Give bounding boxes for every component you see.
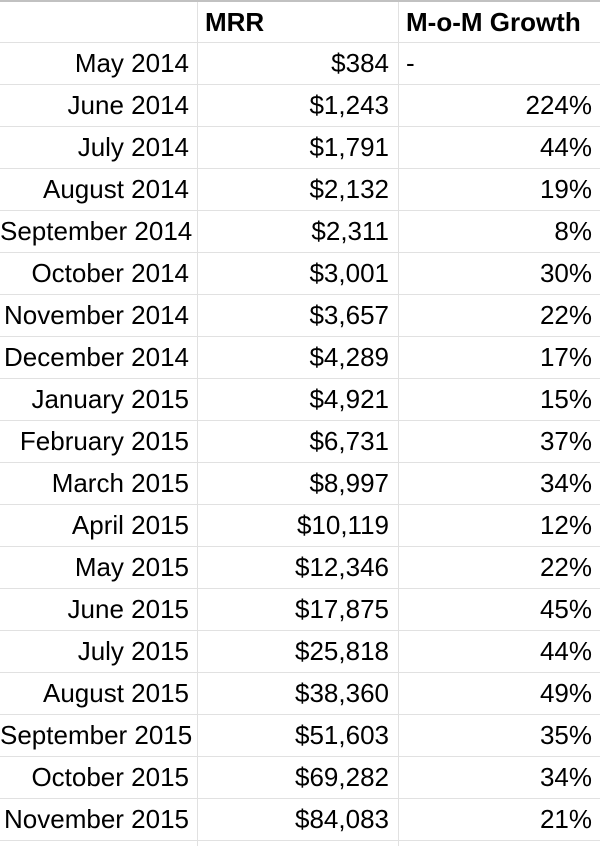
cell-month[interactable]: February 2015: [0, 421, 198, 462]
cell-month[interactable]: July 2014: [0, 127, 198, 168]
table-row: March 2015 $8,997 34%: [0, 463, 600, 505]
cell-growth[interactable]: 19%: [539, 174, 592, 204]
table-row: July 2014 $1,791 44%: [0, 127, 600, 169]
cell-mrr[interactable]: $84,083: [198, 799, 399, 840]
cell-month[interactable]: September 2014: [0, 211, 198, 252]
cell-growth[interactable]: 224%: [525, 90, 593, 120]
cell-growth[interactable]: 22%: [539, 300, 592, 330]
table-row: October 2015 $69,282 34%: [0, 757, 600, 799]
cell-growth[interactable]: 22%: [539, 552, 592, 582]
table-row: November 2015 $84,083 21%: [0, 799, 600, 841]
cell-mrr[interactable]: $3,657: [198, 295, 399, 336]
frozen-row-divider: [0, 0, 600, 2]
cell-month[interactable]: August 2014: [0, 169, 198, 210]
partial-row: [0, 841, 600, 846]
cell-month[interactable]: October 2014: [0, 253, 198, 294]
cell-month[interactable]: April 2015: [0, 505, 198, 546]
header-row: MRR M-o-M Growth: [0, 2, 600, 43]
table-row: May 2015 $12,346 22%: [0, 547, 600, 589]
cell-mrr[interactable]: $3,001: [198, 253, 399, 294]
table-row: August 2014 $2,132 19%: [0, 169, 600, 211]
cell-growth[interactable]: 44%: [539, 132, 592, 162]
column-header-growth[interactable]: M-o-M Growth: [406, 7, 581, 37]
cell-growth[interactable]: 44%: [539, 636, 592, 666]
cell-mrr[interactable]: $10,119: [198, 505, 399, 546]
cell-mrr[interactable]: $38,360: [198, 673, 399, 714]
cell-mrr[interactable]: $6,731: [198, 421, 399, 462]
cell-month[interactable]: January 2015: [0, 379, 198, 420]
cell-growth[interactable]: 35%: [539, 720, 592, 750]
table-row: August 2015 $38,360 49%: [0, 673, 600, 715]
table-row: January 2015 $4,921 15%: [0, 379, 600, 421]
cell-mrr[interactable]: $384: [198, 43, 399, 84]
cell-mrr[interactable]: $4,921: [198, 379, 399, 420]
cell-month[interactable]: December 2014: [0, 337, 198, 378]
cell-month[interactable]: March 2015: [0, 463, 198, 504]
cell-growth[interactable]: 12%: [539, 510, 592, 540]
cell-mrr[interactable]: $17,875: [198, 589, 399, 630]
table-row: September 2015 $51,603 35%: [0, 715, 600, 757]
table-row: September 2014 $2,311 8%: [0, 211, 600, 253]
table-row: December 2014 $4,289 17%: [0, 337, 600, 379]
cell-growth[interactable]: 49%: [539, 678, 592, 708]
cell-growth[interactable]: 30%: [539, 258, 592, 288]
cell-month[interactable]: June 2014: [0, 85, 198, 126]
cell-growth[interactable]: 15%: [539, 384, 592, 414]
table-row: July 2015 $25,818 44%: [0, 631, 600, 673]
cell-mrr[interactable]: $4,289: [198, 337, 399, 378]
column-header-month[interactable]: [0, 2, 198, 42]
cell-growth[interactable]: 37%: [539, 426, 592, 456]
cell-mrr[interactable]: $2,132: [198, 169, 399, 210]
cell-month[interactable]: September 2015: [0, 715, 198, 756]
cell-growth[interactable]: 21%: [539, 804, 592, 834]
cell-month[interactable]: July 2015: [0, 631, 198, 672]
cell-growth[interactable]: 8%: [554, 216, 592, 246]
cell-month[interactable]: August 2015: [0, 673, 198, 714]
cell-month[interactable]: November 2015: [0, 799, 198, 840]
cell-mrr[interactable]: $1,243: [198, 85, 399, 126]
cell-growth[interactable]: 34%: [539, 762, 592, 792]
cell-mrr[interactable]: $8,997: [198, 463, 399, 504]
cell-month[interactable]: June 2015: [0, 589, 198, 630]
cell-month[interactable]: October 2015: [0, 757, 198, 798]
cell-mrr[interactable]: $25,818: [198, 631, 399, 672]
table-row: October 2014 $3,001 30%: [0, 253, 600, 295]
table-body: May 2014 $384- June 2014 $1,243 224% July 201…: [0, 43, 600, 841]
cell-growth[interactable]: 34%: [539, 468, 592, 498]
cell-mrr[interactable]: $1,791: [198, 127, 399, 168]
cell-month[interactable]: May 2015: [0, 547, 198, 588]
table-row: April 2015 $10,119 12%: [0, 505, 600, 547]
table-row: May 2014 $384-: [0, 43, 600, 85]
cell-growth[interactable]: 17%: [539, 342, 592, 372]
column-header-mrr[interactable]: MRR: [198, 2, 399, 42]
cell-mrr[interactable]: $2,311: [198, 211, 399, 252]
cell-mrr[interactable]: $12,346: [198, 547, 399, 588]
cell-month[interactable]: November 2014: [0, 295, 198, 336]
table-row: November 2014 $3,657 22%: [0, 295, 600, 337]
cell-month[interactable]: May 2014: [0, 43, 198, 84]
cell-growth[interactable]: -: [406, 48, 415, 78]
cell-mrr[interactable]: $69,282: [198, 757, 399, 798]
cell-growth[interactable]: 45%: [539, 594, 592, 624]
table-row: February 2015 $6,731 37%: [0, 421, 600, 463]
table-row: June 2014 $1,243 224%: [0, 85, 600, 127]
table-row: June 2015 $17,875 45%: [0, 589, 600, 631]
cell-mrr[interactable]: $51,603: [198, 715, 399, 756]
